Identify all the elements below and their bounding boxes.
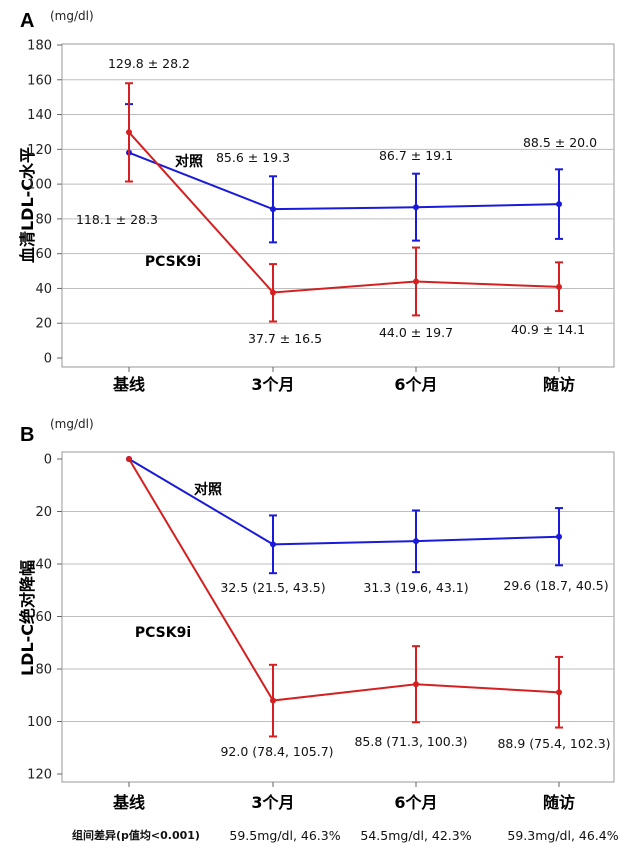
- data-point: [413, 204, 419, 211]
- data-label: 31.3 (19.6, 43.1): [363, 580, 468, 595]
- panel-a-ylabel: 血清LDL-C水平: [18, 147, 37, 263]
- data-point: [270, 697, 276, 704]
- series-name-label: PCSK9i: [135, 625, 191, 641]
- y-tick-label: 80: [35, 663, 52, 678]
- series-name-label: PCSK9i: [145, 254, 201, 270]
- x-category-label: 6个月: [394, 793, 437, 812]
- series-line-pcsk9i: [128, 131, 560, 294]
- group-difference-followup: 59.3mg/dl, 46.4%: [507, 828, 618, 843]
- data-point: [413, 538, 419, 545]
- y-tick-label: 160: [27, 73, 52, 88]
- data-point: [270, 541, 276, 548]
- data-point: [270, 206, 276, 213]
- group-difference-title: 组间差异(p值均<0.001): [72, 828, 200, 842]
- panel-b-letter: B: [20, 424, 34, 446]
- data-label: 44.0 ± 19.7: [379, 325, 453, 340]
- data-point: [556, 283, 562, 290]
- y-tick-label: 120: [27, 768, 52, 783]
- y-tick-label: 80: [35, 212, 52, 227]
- data-label: 29.6 (18.7, 40.5): [503, 578, 608, 593]
- y-tick-label: 40: [35, 558, 52, 573]
- x-category-label: 3个月: [251, 375, 294, 394]
- panel-b-plot: 0 20 40 60 80 100 120 基线 3个月 6个月 随访 32.5 (21.5, 43.…: [27, 453, 614, 812]
- data-point: [556, 533, 562, 540]
- series-name-label: 对照: [194, 481, 222, 498]
- y-tick-label: 20: [35, 317, 52, 332]
- data-point: [556, 689, 562, 696]
- series-line-control: [128, 151, 560, 211]
- panel-a-unit: (mg/dl): [50, 9, 94, 23]
- y-tick-label: 120: [27, 143, 52, 158]
- data-label: 118.1 ± 28.3: [76, 212, 158, 227]
- y-tick-label: 0: [44, 453, 52, 468]
- y-tick-label: 100: [27, 715, 52, 730]
- data-label: 92.0 (78.4, 105.7): [220, 744, 333, 759]
- data-point: [556, 201, 562, 208]
- data-label: 85.6 ± 19.3: [216, 150, 290, 165]
- data-point: [413, 681, 419, 688]
- y-tick-label: 180: [27, 39, 52, 54]
- x-category-label: 3个月: [251, 793, 294, 812]
- y-tick-label: 60: [35, 247, 52, 262]
- data-label: 88.5 ± 20.0: [523, 135, 597, 150]
- series-name-label: 对照: [175, 153, 203, 170]
- data-label: 88.9 (75.4, 102.3): [497, 736, 610, 751]
- data-label: 37.7 ± 16.5: [248, 331, 322, 346]
- panel-b-ylabel: LDL-C绝对降幅: [18, 560, 37, 676]
- data-label: 32.5 (21.5, 43.5): [220, 580, 325, 595]
- x-category-label: 随访: [543, 375, 575, 394]
- data-point: [126, 129, 132, 136]
- series-line-control: [128, 458, 560, 546]
- data-point: [126, 456, 132, 462]
- x-category-label: 基线: [112, 375, 145, 394]
- group-difference-3m: 59.5mg/dl, 46.3%: [229, 828, 340, 843]
- y-tick-label: 40: [35, 282, 52, 297]
- y-tick-label: 0: [44, 352, 52, 367]
- x-category-label: 基线: [112, 793, 145, 812]
- panel-b-unit: (mg/dl): [50, 417, 94, 431]
- data-point: [270, 289, 276, 296]
- panel-a-frame: [61, 43, 615, 368]
- x-category-label: 6个月: [394, 375, 437, 394]
- y-tick-label: 140: [27, 108, 52, 123]
- data-label: 86.7 ± 19.1: [379, 148, 453, 163]
- data-label: 85.8 (71.3, 100.3): [354, 734, 467, 749]
- y-tick-label: 60: [35, 610, 52, 625]
- panel-a-letter: A: [20, 10, 34, 32]
- data-point: [413, 278, 419, 285]
- data-label: 40.9 ± 14.1: [511, 322, 585, 337]
- y-tick-label: 100: [27, 178, 52, 193]
- y-tick-label: 20: [35, 505, 52, 520]
- group-difference-6m: 54.5mg/dl, 42.3%: [360, 828, 471, 843]
- data-label: 129.8 ± 28.2: [108, 56, 190, 71]
- series-line-pcsk9i: [128, 458, 560, 702]
- x-category-label: 随访: [543, 793, 575, 812]
- panel-a-plot: 0 20 40 60 80 100 120 140 160 180 基线 3个月 6个月 随访 118.1 …: [27, 39, 614, 394]
